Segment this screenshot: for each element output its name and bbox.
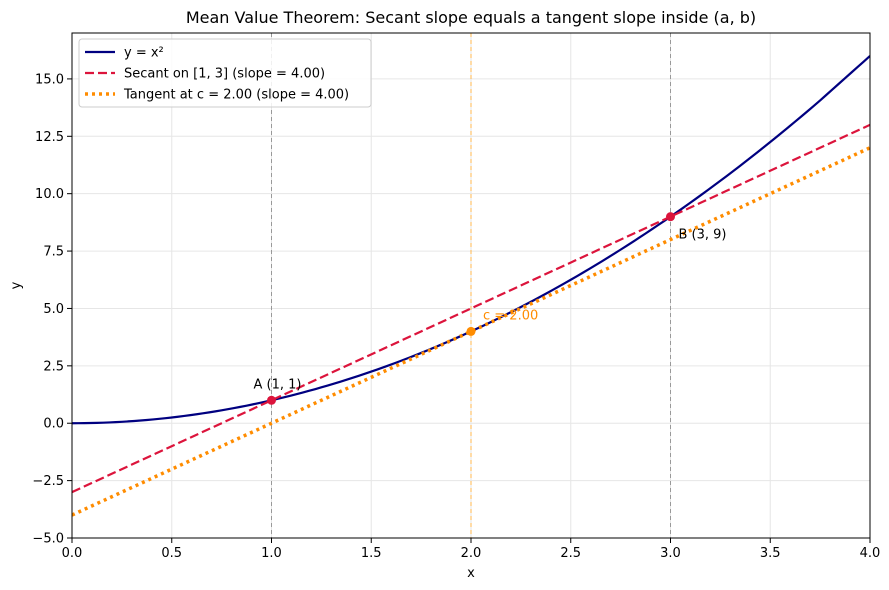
x-tick-label: 1.0	[261, 546, 282, 561]
legend: y = x² Secant on [1, 3] (slope = 4.00) Tan…	[78, 38, 372, 108]
y-tick-label: 0.0	[43, 417, 64, 432]
y-tick-label: 5.0	[43, 302, 64, 317]
x-tick-label: 3.5	[760, 546, 781, 561]
x-axis-label: x	[467, 566, 475, 581]
y-tick-label: 7.5	[43, 245, 64, 260]
series-line-2	[72, 123, 870, 494]
point-label-3: c = 2.00	[483, 308, 538, 323]
x-tick-label: 0.0	[62, 546, 83, 561]
x-tick-label: 1.5	[361, 546, 382, 561]
point-label-1: A (1, 1)	[254, 377, 302, 392]
point-marker-1	[267, 395, 276, 405]
point-marker-3	[466, 326, 476, 336]
reference-vertical-lines	[271, 33, 671, 538]
x-tick-label: 3.0	[660, 546, 681, 561]
y-tick-label: 10.0	[35, 187, 64, 202]
x-tick-label: 0.5	[161, 546, 182, 561]
legend-label-1: y = x²	[124, 46, 164, 61]
y-tick-label: 12.5	[35, 130, 64, 145]
point-label-2: B (3, 9)	[679, 228, 727, 243]
chart-title: Mean Value Theorem: Secant slope equals …	[186, 8, 756, 27]
marked-points: A (1, 1) B (3, 9) c = 2.00	[254, 212, 727, 405]
x-tick-label: 2.5	[560, 546, 581, 561]
y-axis-ticks: −5.0 −2.5 0.0 2.5 5.0 7.5 10.0 12.5 15.0	[32, 72, 72, 547]
y-tick-label: −2.5	[32, 474, 64, 489]
x-tick-label: 2.0	[461, 546, 482, 561]
x-tick-label: 4.0	[860, 546, 881, 561]
legend-box	[78, 38, 372, 108]
legend-label-3: Tangent at c = 2.00 (slope = 4.00)	[123, 88, 349, 103]
y-tick-label: 2.5	[43, 359, 64, 374]
y-tick-label: −5.0	[32, 532, 64, 547]
y-axis-label: y	[9, 281, 24, 289]
y-tick-label: 15.0	[35, 72, 64, 87]
x-axis-ticks: 0.0 0.5 1.0 1.5 2.0 2.5 3.0 3.5 4.0	[62, 538, 881, 561]
point-marker-2	[666, 212, 675, 222]
legend-label-2: Secant on [1, 3] (slope = 4.00)	[124, 67, 325, 82]
